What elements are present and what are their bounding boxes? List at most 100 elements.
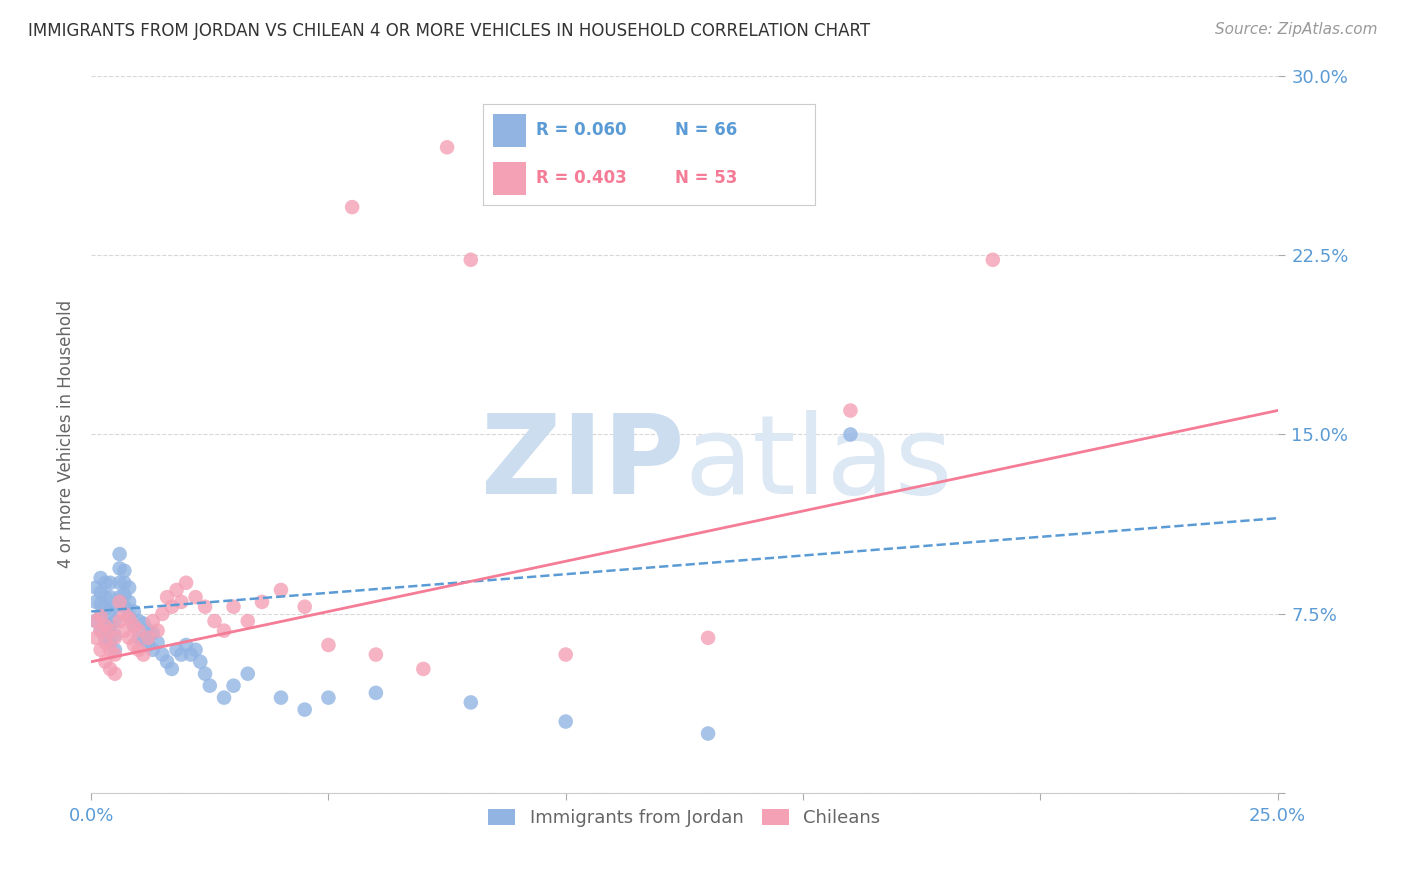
Point [150, 607, 173, 621]
Point [104, 599, 127, 614]
Point [160, 662, 183, 676]
Point [112, 564, 135, 578]
Point [104, 631, 127, 645]
Point [188, 655, 211, 669]
Point [104, 628, 127, 642]
Point [270, 582, 292, 597]
Point [212, 690, 235, 705]
Point [981, 252, 1004, 267]
Point [94, 602, 117, 616]
Point [142, 626, 165, 640]
Point [460, 695, 482, 709]
Point [90, 609, 112, 624]
Point [412, 662, 434, 676]
Point [250, 595, 273, 609]
Point [160, 599, 183, 614]
Point [184, 642, 207, 657]
Point [697, 726, 720, 740]
Point [364, 648, 387, 662]
Point [166, 582, 188, 597]
Point [222, 679, 245, 693]
Point [94, 635, 117, 649]
Point [128, 642, 150, 657]
Point [112, 624, 135, 638]
Point [204, 614, 226, 628]
Point [90, 624, 112, 638]
Point [198, 679, 221, 693]
Point [118, 631, 141, 645]
Point [112, 575, 135, 590]
Point [236, 614, 259, 628]
Point [98, 575, 121, 590]
Point [118, 612, 141, 626]
Point [108, 595, 131, 609]
Point [84, 581, 107, 595]
Point [104, 648, 127, 662]
Point [98, 605, 121, 619]
Point [212, 624, 235, 638]
Point [84, 614, 107, 628]
Point [146, 624, 169, 638]
Point [136, 638, 159, 652]
Point [122, 619, 145, 633]
Point [90, 585, 112, 599]
Point [132, 648, 155, 662]
Point [184, 590, 207, 604]
Text: Source: ZipAtlas.com: Source: ZipAtlas.com [1215, 22, 1378, 37]
Point [170, 595, 193, 609]
Point [94, 575, 117, 590]
Point [132, 633, 155, 648]
Point [90, 609, 112, 624]
Point [94, 590, 117, 604]
Point [128, 614, 150, 628]
Point [294, 703, 316, 717]
Point [122, 638, 145, 652]
Point [108, 561, 131, 575]
Point [98, 642, 121, 657]
Point [98, 590, 121, 604]
Point [166, 642, 188, 657]
Point [174, 638, 197, 652]
Point [132, 616, 155, 631]
Point [112, 607, 135, 621]
Point [98, 635, 121, 649]
Point [318, 690, 340, 705]
Point [98, 662, 121, 676]
Point [104, 614, 127, 628]
Point [108, 590, 131, 604]
Point [180, 648, 202, 662]
Point [108, 575, 131, 590]
Text: atlas: atlas [685, 409, 953, 516]
Point [318, 638, 340, 652]
Point [128, 624, 150, 638]
Point [839, 427, 862, 442]
Point [112, 599, 135, 614]
Point [90, 642, 112, 657]
Point [94, 616, 117, 631]
Point [122, 619, 145, 633]
Point [697, 631, 720, 645]
Point [136, 631, 159, 645]
Point [170, 648, 193, 662]
Point [156, 655, 179, 669]
Point [98, 624, 121, 638]
Point [94, 631, 117, 645]
Point [194, 666, 217, 681]
Point [128, 631, 150, 645]
Point [294, 599, 316, 614]
Point [94, 655, 117, 669]
Point [84, 614, 107, 628]
Point [146, 635, 169, 649]
Point [94, 619, 117, 633]
Point [108, 614, 131, 628]
Point [156, 590, 179, 604]
Point [174, 575, 197, 590]
Point [112, 588, 135, 602]
Point [340, 200, 363, 214]
Point [136, 624, 159, 638]
Point [150, 648, 173, 662]
Point [118, 595, 141, 609]
Point [84, 595, 107, 609]
Point [108, 547, 131, 561]
Text: IMMIGRANTS FROM JORDAN VS CHILEAN 4 OR MORE VEHICLES IN HOUSEHOLD CORRELATION CH: IMMIGRANTS FROM JORDAN VS CHILEAN 4 OR M… [28, 22, 870, 40]
